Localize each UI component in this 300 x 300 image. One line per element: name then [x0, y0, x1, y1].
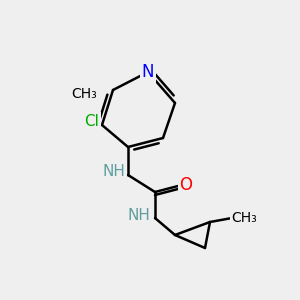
- Text: Cl: Cl: [85, 113, 99, 128]
- Text: NH: NH: [103, 164, 125, 179]
- Text: CH₃: CH₃: [231, 211, 257, 225]
- Text: CH₃: CH₃: [71, 87, 97, 101]
- Text: O: O: [179, 176, 193, 194]
- Text: NH: NH: [128, 208, 150, 224]
- Text: N: N: [142, 63, 154, 81]
